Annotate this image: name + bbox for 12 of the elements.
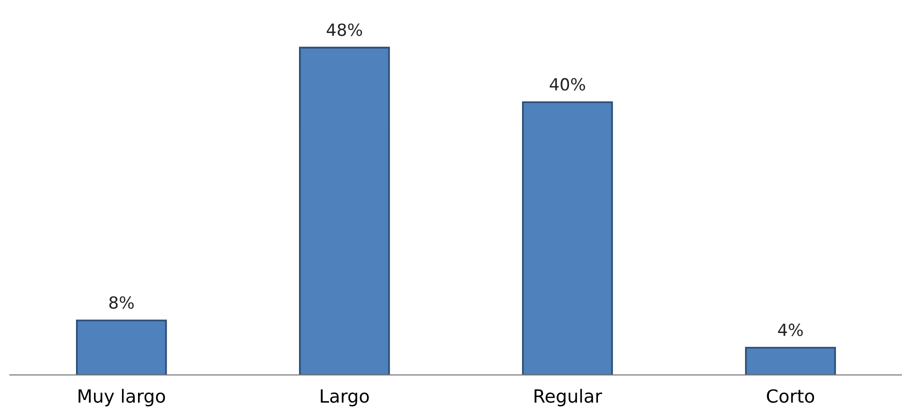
- bar: [299, 46, 390, 375]
- bar: [745, 346, 836, 375]
- bar: [522, 101, 613, 375]
- bar: [76, 320, 167, 375]
- x-tick-label: Muy largo: [78, 388, 166, 406]
- data-label: 8%: [109, 296, 134, 309]
- x-tick-label: Largo: [320, 389, 369, 406]
- data-label: 48%: [326, 23, 362, 36]
- x-tick-label: Corto: [766, 389, 814, 403]
- data-label: 40%: [550, 78, 586, 91]
- data-label: 4%: [778, 324, 803, 336]
- x-tick-label: Regular: [534, 388, 602, 406]
